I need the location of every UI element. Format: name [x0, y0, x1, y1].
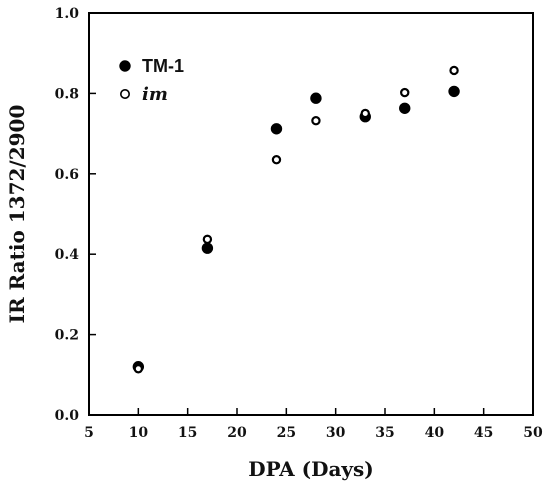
x-tick-label: 30 [326, 425, 346, 441]
y-tick-label: 0.2 [55, 328, 79, 344]
data-point-tm-1 [270, 123, 283, 135]
y-tick-label: 0.8 [55, 86, 79, 102]
y-axis-tick-labels: 0.0 0.2 0.4 0.6 0.8 1.0 [55, 6, 80, 424]
x-tick-label: 45 [474, 425, 493, 441]
data-point-im [271, 155, 282, 165]
legend-marker-im [120, 89, 131, 100]
legend-label-im: im [142, 84, 168, 105]
y-tick-label: 1.0 [55, 6, 80, 22]
plot-area-frame [88, 12, 534, 416]
axis-ticks [88, 12, 534, 416]
y-tick-label: 0.4 [55, 247, 80, 263]
y-tick-label: 0.0 [55, 408, 80, 424]
x-axis-title: DPA (Days) [248, 457, 374, 481]
data-point-tm-1 [310, 92, 322, 104]
data-point-tm-1 [201, 242, 214, 254]
legend: TM-1 im [119, 56, 184, 105]
x-tick-label: 35 [375, 425, 394, 441]
x-tick-label: 20 [227, 425, 247, 441]
data-point-im [133, 364, 144, 374]
data-point-im [449, 65, 459, 76]
data-point-im [360, 108, 370, 119]
x-axis-tick-labels: 5 10 15 20 25 30 35 40 45 50 [84, 425, 543, 441]
legend-marker-tm-1 [119, 60, 131, 72]
data-point-tm-1 [399, 102, 411, 114]
x-tick-label: 25 [277, 425, 296, 441]
data-points [132, 65, 460, 374]
y-tick-label: 0.6 [55, 167, 79, 183]
x-tick-label: 40 [425, 425, 445, 441]
x-tick-label: 10 [129, 425, 149, 441]
legend-label-tm-1: TM-1 [142, 56, 184, 76]
data-point-im [400, 87, 410, 98]
data-point-im [202, 234, 213, 245]
x-tick-label: 50 [523, 425, 543, 441]
x-tick-label: 15 [178, 425, 197, 441]
x-tick-label: 5 [84, 425, 94, 441]
data-point-im [311, 116, 321, 126]
y-axis-title: IR Ratio 1372/2900 [5, 105, 29, 324]
data-point-tm-1 [448, 85, 460, 98]
